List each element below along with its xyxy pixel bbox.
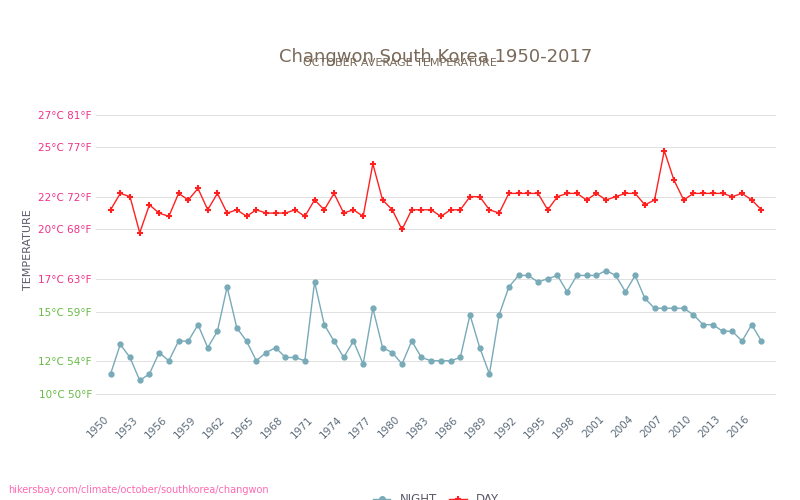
Line: DAY: DAY bbox=[107, 147, 765, 236]
NIGHT bbox=[135, 378, 145, 384]
NIGHT bbox=[757, 338, 766, 344]
NIGHT bbox=[582, 272, 591, 278]
DAY bbox=[630, 190, 640, 196]
NIGHT bbox=[640, 296, 650, 302]
Title: Changwon South Korea 1950-2017: Changwon South Korea 1950-2017 bbox=[279, 48, 593, 66]
DAY bbox=[106, 207, 115, 213]
DAY bbox=[582, 197, 591, 203]
DAY bbox=[708, 190, 718, 196]
DAY bbox=[553, 194, 562, 200]
NIGHT bbox=[708, 322, 718, 328]
Legend: NIGHT, DAY: NIGHT, DAY bbox=[373, 494, 499, 500]
NIGHT bbox=[553, 272, 562, 278]
DAY bbox=[757, 207, 766, 213]
NIGHT bbox=[602, 268, 611, 274]
Text: OCTOBER AVERAGE TEMPERATURE: OCTOBER AVERAGE TEMPERATURE bbox=[303, 58, 497, 68]
Line: NIGHT: NIGHT bbox=[108, 268, 764, 383]
DAY bbox=[659, 148, 669, 154]
DAY bbox=[698, 190, 708, 196]
NIGHT bbox=[698, 322, 708, 328]
NIGHT bbox=[106, 371, 115, 377]
NIGHT bbox=[718, 328, 727, 334]
DAY bbox=[718, 190, 727, 196]
Text: hikersbay.com/climate/october/southkorea/changwon: hikersbay.com/climate/october/southkorea… bbox=[8, 485, 269, 495]
DAY bbox=[135, 230, 145, 236]
Y-axis label: TEMPERATURE: TEMPERATURE bbox=[22, 210, 33, 290]
